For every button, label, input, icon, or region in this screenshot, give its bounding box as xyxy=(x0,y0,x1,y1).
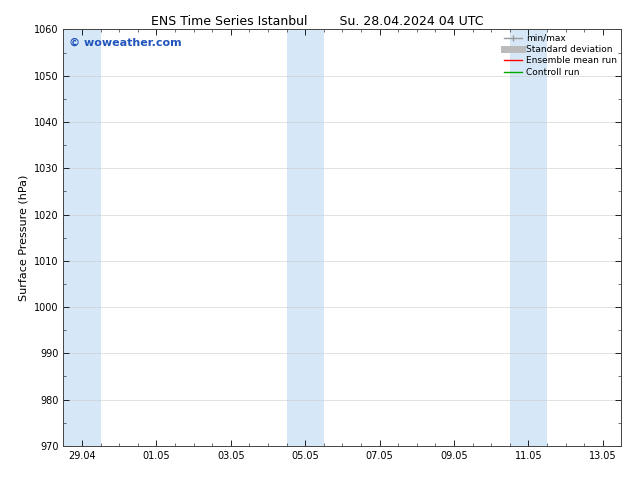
Bar xyxy=(63,29,101,446)
Text: ENS Time Series Istanbul        Su. 28.04.2024 04 UTC: ENS Time Series Istanbul Su. 28.04.2024 … xyxy=(151,15,483,28)
Legend: min/max, Standard deviation, Ensemble mean run, Controll run: min/max, Standard deviation, Ensemble me… xyxy=(502,32,619,78)
Y-axis label: Surface Pressure (hPa): Surface Pressure (hPa) xyxy=(18,174,29,301)
Text: © woweather.com: © woweather.com xyxy=(69,38,181,48)
Bar xyxy=(287,29,324,446)
Bar xyxy=(510,29,547,446)
